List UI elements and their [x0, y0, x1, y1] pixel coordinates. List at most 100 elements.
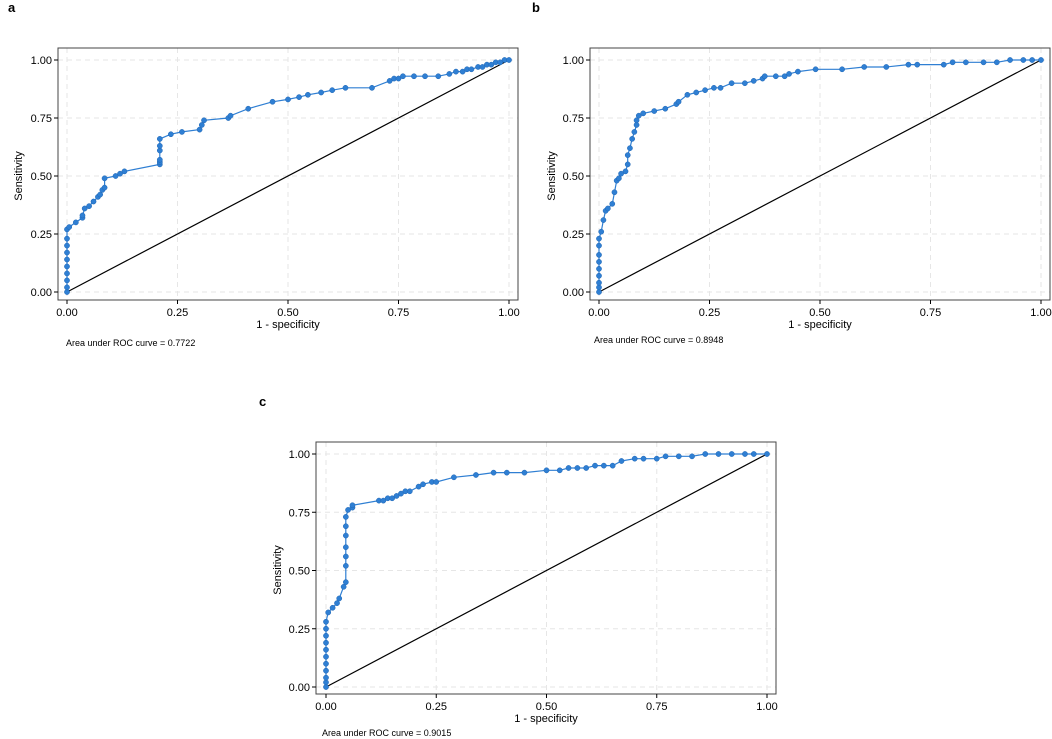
roc-point [269, 98, 276, 105]
roc-point [592, 462, 598, 469]
roc-point [400, 73, 406, 80]
roc-point [618, 458, 625, 464]
y-tick-label: 0.75 [563, 113, 584, 125]
roc-point [446, 71, 453, 77]
roc-point [323, 618, 329, 625]
y-tick-label: 1.00 [31, 55, 52, 67]
roc-point [336, 595, 343, 602]
roc-point [342, 523, 349, 530]
roc-point [64, 242, 70, 249]
roc-point [993, 59, 1000, 66]
auc-note: Area under ROC curve = 0.9015 [322, 728, 451, 738]
y-tick-label: 0.25 [31, 229, 52, 241]
panel-label: b [532, 0, 540, 15]
roc-point [305, 91, 311, 98]
roc-point [629, 136, 636, 142]
roc-point [750, 451, 757, 457]
y-axis-title: Sensitivity [546, 151, 558, 201]
roc-point [479, 64, 486, 70]
roc-point [521, 469, 528, 476]
roc-point [86, 203, 92, 210]
roc-point [121, 168, 128, 175]
x-tick-label: 0.25 [167, 307, 188, 319]
auc-note: Area under ROC curve = 0.8948 [594, 335, 723, 345]
roc-point [156, 136, 163, 142]
x-tick-label: 0.50 [809, 307, 830, 319]
roc-point [616, 175, 622, 182]
roc-point [459, 68, 466, 75]
reference-diagonal [325, 453, 768, 688]
roc-point [883, 64, 890, 70]
roc-point [323, 625, 329, 632]
roc-point [196, 126, 203, 133]
x-tick-label: 1.00 [1030, 307, 1051, 319]
roc-point [389, 495, 395, 502]
roc-point [742, 80, 748, 87]
roc-point [64, 277, 70, 284]
roc-point [227, 112, 234, 119]
roc-point [761, 73, 768, 80]
x-axis-title: 1 - specificity [788, 319, 852, 331]
roc-point [97, 191, 104, 198]
roc-point [633, 117, 640, 124]
roc-point [653, 455, 660, 462]
panel-label: c [259, 394, 266, 409]
roc-point [693, 89, 700, 96]
roc-point [728, 80, 735, 87]
roc-point [795, 68, 801, 75]
roc-point [325, 609, 332, 616]
roc-point [90, 198, 97, 205]
x-tick-label: 0.00 [315, 701, 336, 713]
roc-point [940, 61, 947, 68]
roc-point [583, 465, 590, 471]
roc-point [742, 451, 748, 457]
roc-point [1020, 57, 1027, 63]
roc-point [64, 256, 70, 263]
x-tick-label: 0.75 [646, 701, 667, 713]
roc-point [422, 73, 428, 80]
roc-point [415, 483, 422, 490]
roc-point [861, 64, 868, 70]
roc-point [323, 653, 329, 660]
roc-point [334, 600, 340, 606]
y-axis-title: Sensitivity [13, 151, 25, 201]
roc-point [622, 168, 629, 175]
y-tick-label: 0.50 [289, 566, 310, 578]
roc-point [1029, 57, 1036, 63]
roc-point [662, 453, 669, 460]
roc-point [631, 129, 638, 135]
roc-point [323, 632, 329, 639]
y-tick-label: 0.00 [31, 287, 52, 299]
roc-point [980, 59, 987, 66]
roc-point [66, 224, 73, 230]
roc-point [393, 493, 400, 499]
roc-point [812, 66, 819, 73]
roc-point [662, 105, 669, 112]
roc-panel-c: c 0.00 0.25 0.50 0.75 1.00 0.00 0.25 0.50 0.75 1.0… [259, 394, 778, 738]
roc-point [285, 96, 291, 103]
roc-point [651, 108, 658, 114]
roc-point [1038, 57, 1044, 63]
roc-point [715, 451, 722, 457]
roc-point [329, 87, 336, 94]
roc-point [497, 59, 504, 66]
x-tick-label: 0.25 [699, 307, 720, 319]
roc-point [949, 59, 956, 66]
roc-point [565, 465, 572, 471]
roc-point [963, 59, 969, 66]
roc-point [556, 467, 563, 474]
y-tick-label: 1.00 [563, 55, 584, 67]
roc-point [609, 462, 616, 469]
roc-point [453, 68, 459, 75]
roc-point [433, 479, 440, 485]
roc-point [640, 455, 647, 462]
roc-point [596, 252, 602, 258]
roc-point [543, 467, 550, 474]
roc-panel-a: a 0.00 0.25 0.50 0.75 1.00 0.00 0.25 0.50 0.75 1.0… [8, 0, 520, 348]
auc-note: Area under ROC curve = 0.7722 [66, 338, 195, 348]
roc-point [411, 73, 417, 80]
roc-point [398, 490, 404, 497]
roc-point [914, 61, 921, 68]
roc-point [349, 502, 356, 509]
